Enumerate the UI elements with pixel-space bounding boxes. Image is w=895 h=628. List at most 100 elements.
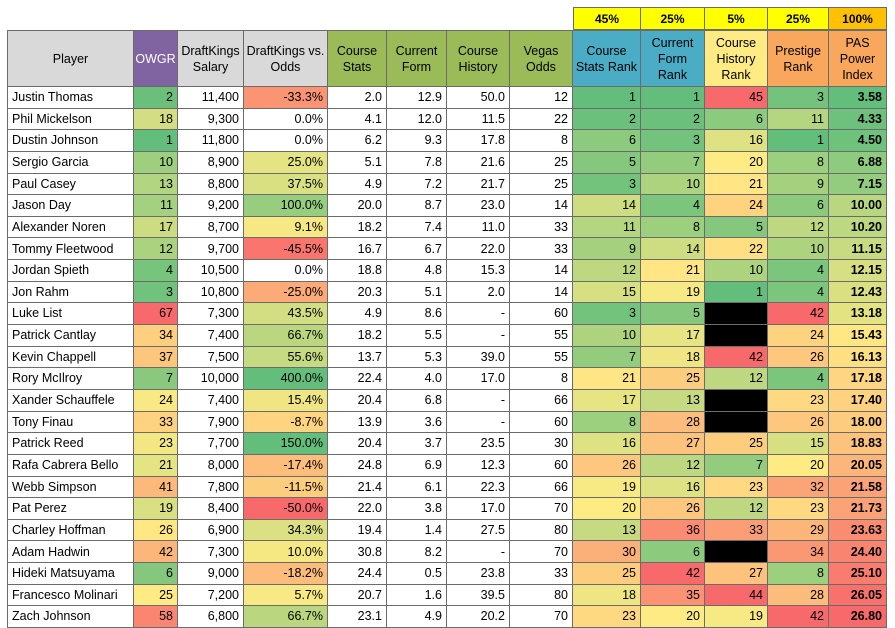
cell-course_stats: 20.7 [328,584,387,607]
cell-course_history: - [447,325,510,347]
cell-cf_rank: 36 [641,519,705,542]
cell-cs_rank: 9 [573,238,641,261]
cell-salary: 9,000 [178,563,244,585]
header-player: Player [7,30,134,87]
cell-vs_odds: 100.0% [244,195,328,217]
cell-cf_rank: 19 [641,281,705,304]
cell-vegas: 60 [510,411,573,434]
cell-owgr: 58 [134,606,178,628]
cell-pas: 7.15 [829,173,887,196]
cell-current_form: 1.4 [387,519,447,542]
cell-player: Luke List [7,303,134,326]
cell-cs_rank: 12 [573,260,641,282]
cell-owgr: 19 [134,498,178,520]
cell-salary: 9,200 [178,195,244,217]
cell-vegas: 55 [510,346,573,369]
cell-owgr: 17 [134,216,178,239]
cell-pas: 15.43 [829,325,887,347]
cell-current_form: 7.2 [387,173,447,196]
cell-prestige: 8 [768,151,829,174]
cell-cs_rank: 7 [573,346,641,369]
cell-player: Kevin Chappell [7,346,134,369]
cell-cs_rank: 3 [573,173,641,196]
cell-course_stats: 16.7 [328,238,387,261]
cell-ch_rank: 25 [705,433,768,455]
cell-vs_odds: 400.0% [244,368,328,390]
cell-owgr: 11 [134,195,178,217]
cell-pas: 16.13 [829,346,887,369]
cell-ch_rank: 44 [705,584,768,607]
cell-cf_rank: 18 [641,346,705,369]
cell-cs_rank: 2 [573,108,641,131]
cell-pas: 21.58 [829,476,887,499]
cell-prestige: 23 [768,498,829,520]
cell-owgr: 12 [134,238,178,261]
cell-pas: 21.73 [829,498,887,520]
cell-owgr: 18 [134,108,178,131]
cell-prestige: 15 [768,433,829,455]
cell-prestige: 32 [768,476,829,499]
cell-vs_odds: 0.0% [244,130,328,152]
cell-course_history: 21.7 [447,173,510,196]
cell-course_stats: 4.1 [328,108,387,131]
cell-vegas: 70 [510,498,573,520]
cell-prestige: 10 [768,238,829,261]
cell-course_stats: 18.2 [328,216,387,239]
cell-owgr: 26 [134,519,178,542]
cell-course_history: 23.0 [447,195,510,217]
cell-prestige: 12 [768,216,829,239]
cell-vegas: 14 [510,260,573,282]
cell-player: Tommy Fleetwood [7,238,134,261]
cell-course_stats: 20.3 [328,281,387,304]
cell-ch_rank: 33 [705,519,768,542]
cell-player: Jordan Spieth [7,260,134,282]
cell-pas: 4.33 [829,108,887,131]
cell-course_stats: 19.4 [328,519,387,542]
cell-salary: 7,400 [178,389,244,412]
cell-current_form: 5.3 [387,346,447,369]
cell-player: Zach Johnson [7,606,134,628]
cell-vegas: 8 [510,368,573,390]
cell-vs_odds: -8.7% [244,411,328,434]
cell-salary: 8,900 [178,151,244,174]
cell-course_stats: 20.0 [328,195,387,217]
header-course_stats: Course Stats [328,30,387,87]
cell-cf_rank: 10 [641,173,705,196]
cell-vs_odds: 25.0% [244,151,328,174]
cell-course_stats: 22.0 [328,498,387,520]
cell-cs_rank: 3 [573,303,641,326]
cell-pas: 4.50 [829,130,887,152]
cell-salary: 10,500 [178,260,244,282]
cell-vegas: 66 [510,389,573,412]
cell-pas: 26.05 [829,584,887,607]
cell-salary: 6,900 [178,519,244,542]
cell-player: Adam Hadwin [7,541,134,564]
weight-cs_rank: 45% [573,7,641,30]
cell-cf_rank: 5 [641,303,705,326]
cell-course_history: 11.0 [447,216,510,239]
cell-course_history: 15.3 [447,260,510,282]
cell-vs_odds: 43.5% [244,303,328,326]
cell-salary: 7,700 [178,433,244,455]
header-ch_rank: Course History Rank [705,30,768,87]
cell-prestige: 24 [768,325,829,347]
cell-vs_odds: 0.0% [244,260,328,282]
cell-cf_rank: 26 [641,498,705,520]
cell-pas: 23.63 [829,519,887,542]
cell-course_history: 17.0 [447,368,510,390]
cell-cs_rank: 23 [573,606,641,628]
cell-vegas: 25 [510,151,573,174]
header-salary: DraftKings Salary [178,30,244,87]
cell-pas: 11.15 [829,238,887,261]
cell-owgr: 34 [134,325,178,347]
cell-pas: 18.83 [829,433,887,455]
cell-course_history: 17.0 [447,498,510,520]
cell-prestige: 42 [768,606,829,628]
cell-current_form: 12.9 [387,87,447,109]
cell-cs_rank: 1 [573,87,641,109]
cell-prestige: 1 [768,130,829,152]
cell-vegas: 55 [510,325,573,347]
weight-prestige: 25% [768,7,829,30]
cell-owgr: 1 [134,130,178,152]
cell-salary: 10,800 [178,281,244,304]
